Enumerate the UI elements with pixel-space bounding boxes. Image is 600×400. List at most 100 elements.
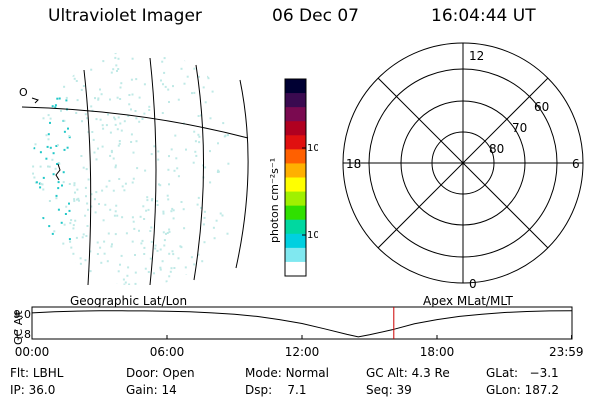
emission-pixel: [177, 98, 180, 101]
emission-pixel: [42, 53, 45, 56]
emission-pixel: [68, 59, 71, 62]
emission-pixel: [200, 206, 203, 209]
emission-pixel: [101, 145, 104, 148]
emission-pixel: [92, 138, 95, 141]
emission-pixel: [110, 151, 113, 154]
emission-pixel: [90, 205, 93, 208]
emission-pixel: [32, 78, 35, 81]
emission-pixel: [112, 68, 115, 71]
emission-pixel: [38, 69, 40, 72]
observation-date: 06 Dec 07: [272, 6, 359, 26]
emission-pixel: [53, 85, 56, 88]
emission-pixel: [116, 128, 119, 131]
emission-pixel: [49, 121, 51, 124]
emission-pixel: [105, 124, 108, 127]
emission-pixel: [39, 68, 42, 71]
emission-pixel: [62, 81, 65, 84]
emission-pixel: [45, 55, 48, 58]
emission-pixel: [99, 118, 102, 121]
emission-pixel: [68, 135, 71, 137]
emission-pixel: [102, 127, 105, 130]
emission-pixel: [117, 270, 120, 273]
colorbar-stripe: [285, 205, 306, 221]
emission-pixel: [75, 112, 78, 114]
emission-pixel: [228, 97, 231, 100]
emission-pixel: [185, 274, 188, 277]
emission-pixel: [172, 209, 175, 212]
emission-pixel: [70, 219, 73, 222]
emission-pixel: [65, 205, 68, 208]
mlt-label-18: 18: [346, 157, 361, 171]
mlt-label-6: 6: [572, 157, 580, 171]
emission-pixel: [159, 248, 162, 251]
emission-pixel: [201, 260, 204, 263]
emission-pixel: [114, 118, 117, 121]
emission-pixel: [63, 85, 66, 88]
emission-pixel: [76, 198, 78, 201]
emission-pixel: [168, 230, 171, 233]
emission-pixel: [107, 232, 110, 235]
emission-pixel: [194, 140, 197, 143]
emission-pixel: [163, 244, 166, 247]
emission-pixel: [116, 214, 119, 217]
emission-pixel: [54, 90, 57, 93]
emission-pixel: [209, 181, 212, 184]
emission-pixel: [217, 170, 220, 173]
emission-pixel: [51, 105, 54, 108]
emission-pixel: [121, 185, 124, 188]
emission-pixel: [42, 176, 45, 179]
emission-pixel: [87, 52, 90, 55]
emission-pixel: [162, 83, 164, 86]
emission-pixel: [207, 75, 209, 78]
emission-pixel: [164, 85, 167, 88]
emission-pixel: [72, 227, 75, 230]
orbit-altitude-curve: [31, 310, 573, 338]
emission-pixel: [221, 214, 224, 217]
emission-pixel: [62, 171, 65, 174]
emission-pixel: [222, 122, 225, 125]
emission-pixel: [135, 117, 138, 120]
emission-pixel: [191, 92, 193, 95]
emission-pixel: [148, 109, 151, 111]
emission-pixel: [156, 204, 159, 206]
emission-pixel: [168, 228, 171, 231]
emission-pixel: [123, 283, 126, 285]
status-mode: Mode: Normal: [245, 366, 329, 380]
emission-pixel: [198, 75, 200, 78]
emission-pixel: [154, 244, 157, 247]
emission-pixel: [73, 182, 76, 185]
emission-pixel: [54, 242, 56, 245]
emission-pixel: [96, 253, 99, 255]
emission-pixel: [209, 117, 212, 120]
emission-pixel: [68, 183, 71, 185]
emission-pixel: [97, 97, 100, 100]
emission-pixel: [123, 189, 126, 192]
coastline-fragment: [31, 97, 39, 104]
emission-pixel: [161, 260, 164, 263]
emission-pixel: [203, 210, 206, 213]
meridian-line-1: [83, 69, 92, 285]
timeline-ytick-9: 9.0: [14, 308, 32, 321]
emission-pixel: [131, 216, 134, 219]
emission-pixel: [134, 271, 137, 274]
emission-pixel: [77, 197, 80, 200]
emission-pixel: [143, 253, 146, 255]
emission-pixel: [104, 203, 107, 206]
emission-pixel: [82, 166, 85, 169]
emission-pixel: [172, 85, 174, 88]
color-scale-bar: 100 10 photon cm⁻²s⁻¹: [268, 78, 318, 277]
emission-pixel: [204, 101, 207, 104]
emission-pixel: [131, 57, 134, 60]
emission-pixel: [35, 64, 38, 67]
colorbar-stripe: [285, 177, 306, 193]
colorbar-stripe: [285, 163, 306, 178]
emission-pixel: [33, 264, 36, 267]
emission-pixel: [85, 195, 87, 198]
emission-pixel: [134, 254, 136, 256]
emission-pixel: [97, 98, 100, 101]
emission-pixel: [57, 187, 60, 190]
emission-pixel: [32, 242, 35, 245]
emission-pixel: [68, 136, 71, 139]
emission-pixel: [140, 242, 143, 245]
emission-pixel: [70, 246, 73, 249]
